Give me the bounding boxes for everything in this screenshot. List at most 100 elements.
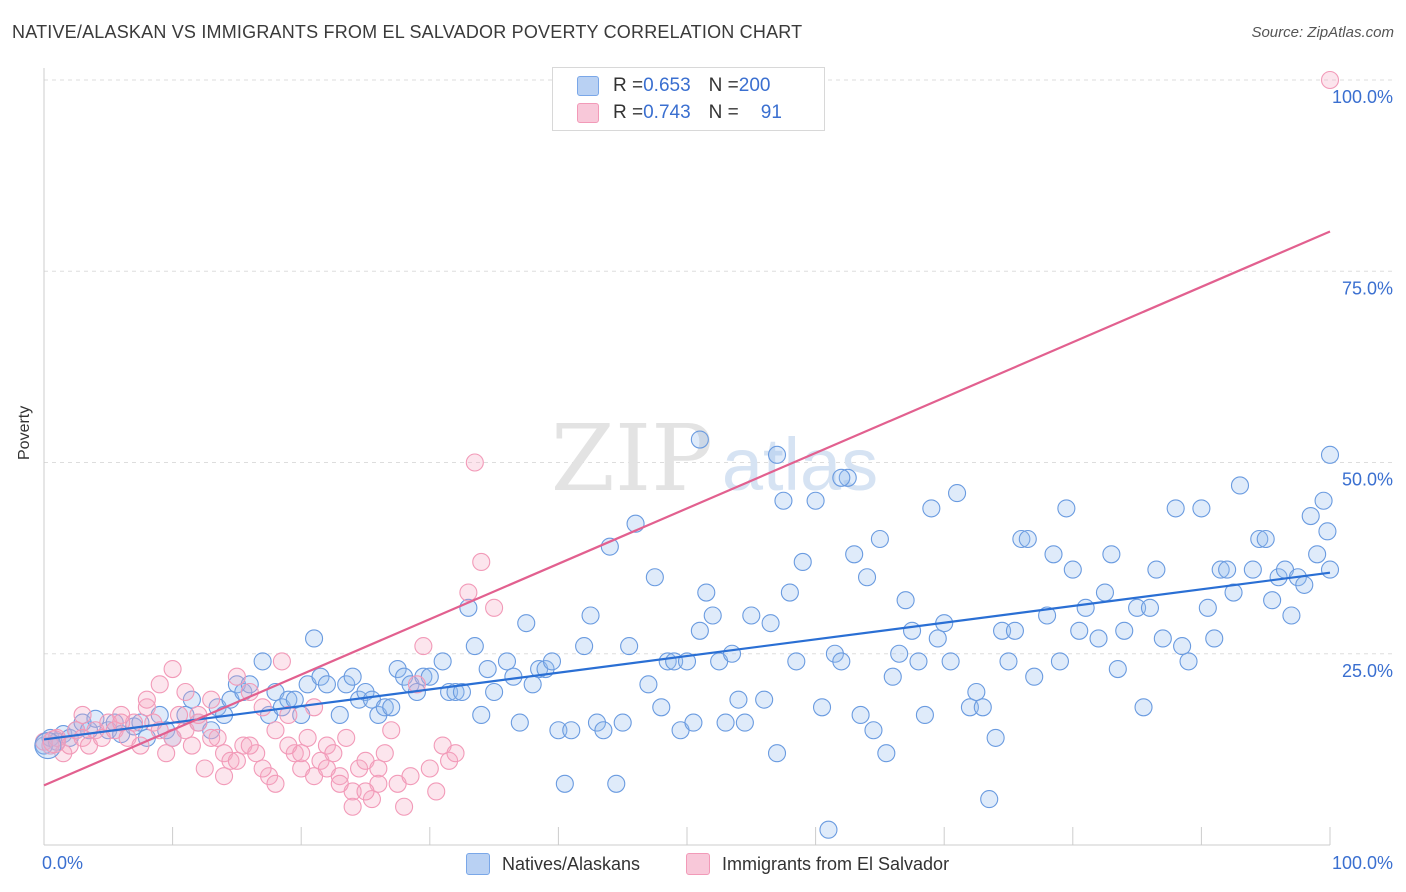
data-point xyxy=(832,652,851,671)
stats-legend: R = 0.653 N = 200 R = 0.743 N = 91 xyxy=(552,67,825,131)
x-tick-label: 100.0% xyxy=(1332,853,1393,873)
data-point xyxy=(478,659,497,679)
data-point xyxy=(767,445,787,464)
data-point xyxy=(420,759,439,778)
n-value: 91 xyxy=(760,102,782,123)
data-point xyxy=(1282,606,1301,625)
data-point xyxy=(112,713,131,732)
data-point xyxy=(1115,621,1134,640)
trend-line-1 xyxy=(43,230,1331,787)
data-point xyxy=(247,744,266,763)
data-point xyxy=(755,690,774,709)
data-point xyxy=(362,790,381,809)
data-point xyxy=(446,744,465,763)
data-point xyxy=(317,759,336,778)
y-tick-label: 100.0% xyxy=(1332,87,1393,107)
data-point xyxy=(1057,499,1076,518)
data-point xyxy=(652,698,671,717)
data-point xyxy=(1076,598,1095,617)
data-point xyxy=(305,629,324,648)
n-label: N = xyxy=(708,102,739,123)
data-point xyxy=(587,713,607,732)
data-point xyxy=(253,652,272,671)
source-credit: Source: ZipAtlas.com xyxy=(1251,24,1394,41)
data-point xyxy=(639,675,658,694)
data-point xyxy=(857,568,877,587)
data-point xyxy=(1198,598,1217,617)
salvador-swatch-icon xyxy=(577,103,599,123)
data-point xyxy=(407,675,426,694)
data-point xyxy=(465,453,484,472)
data-point xyxy=(414,637,433,656)
data-point xyxy=(440,751,459,770)
legend-item-salvador: Immigrants from El Salvador xyxy=(686,850,949,878)
data-point xyxy=(1005,621,1024,640)
data-point xyxy=(240,682,259,702)
legend-label-salvador: Immigrants from El Salvador xyxy=(722,853,950,874)
data-point xyxy=(1140,598,1160,617)
data-point xyxy=(1134,698,1153,717)
data-point xyxy=(722,644,742,663)
data-point xyxy=(517,614,536,633)
data-point xyxy=(1095,583,1114,602)
data-point xyxy=(1205,629,1224,648)
data-point xyxy=(485,682,504,702)
data-point xyxy=(960,698,979,717)
data-point xyxy=(690,621,709,640)
data-point xyxy=(896,591,915,610)
data-point xyxy=(163,659,182,679)
data-point xyxy=(774,491,793,510)
data-point xyxy=(832,468,851,487)
data-point xyxy=(388,659,407,679)
data-point xyxy=(253,698,272,717)
data-point xyxy=(317,675,336,694)
data-point xyxy=(1166,499,1185,518)
data-point xyxy=(1070,621,1089,640)
data-point xyxy=(1050,652,1069,671)
data-point xyxy=(452,682,472,702)
data-point xyxy=(221,751,240,770)
data-point xyxy=(523,675,542,694)
data-point xyxy=(298,728,317,747)
data-point xyxy=(272,652,291,671)
data-point xyxy=(993,621,1012,640)
data-point xyxy=(1295,575,1314,594)
salvador-legend-swatch-icon xyxy=(686,853,710,875)
data-point xyxy=(575,637,594,656)
data-point xyxy=(761,614,780,633)
data-point xyxy=(472,552,491,572)
data-point xyxy=(1153,629,1172,648)
data-point xyxy=(703,606,722,625)
data-point xyxy=(1263,591,1282,610)
data-point xyxy=(227,667,246,686)
data-point xyxy=(787,652,806,671)
data-point xyxy=(137,698,156,717)
data-point xyxy=(922,499,941,518)
data-point xyxy=(1224,583,1243,602)
data-point xyxy=(485,598,504,617)
axes xyxy=(43,68,1331,846)
data-point xyxy=(369,759,388,778)
data-point xyxy=(864,721,883,740)
data-point xyxy=(214,767,234,786)
data-point xyxy=(1128,598,1147,617)
data-point xyxy=(433,652,452,671)
data-point xyxy=(1012,529,1031,549)
data-point xyxy=(1318,522,1337,541)
data-point xyxy=(1147,560,1166,579)
data-point xyxy=(324,744,343,763)
data-point xyxy=(446,682,465,702)
data-point xyxy=(1063,560,1082,579)
data-point xyxy=(890,644,909,663)
data-point xyxy=(169,705,189,725)
data-point xyxy=(1320,560,1340,579)
data-point xyxy=(1320,70,1340,90)
data-point xyxy=(343,797,362,816)
data-point xyxy=(542,652,562,671)
data-point xyxy=(208,728,227,747)
data-point xyxy=(414,667,433,686)
n-label: N = xyxy=(708,75,739,96)
natives-swatch-icon xyxy=(577,76,599,96)
data-point xyxy=(182,736,201,755)
data-point xyxy=(157,744,176,763)
